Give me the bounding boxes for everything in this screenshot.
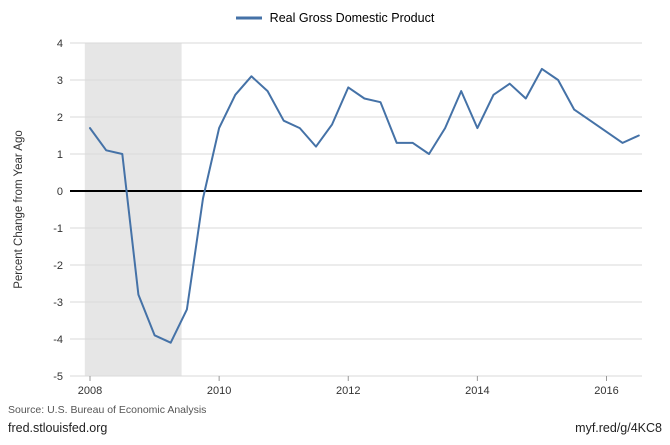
x-tick-label: 2014 — [465, 385, 489, 397]
y-tick-label: 2 — [57, 112, 63, 124]
y-tick-label: -2 — [53, 260, 63, 272]
y-axis-title: Percent Change from Year Ago — [13, 130, 25, 289]
y-tick-label: -1 — [53, 223, 63, 235]
legend: Real Gross Domestic Product — [0, 11, 670, 25]
y-tick-label: 1 — [57, 149, 63, 161]
x-tick-label: 2016 — [594, 385, 618, 397]
source-note: Source: U.S. Bureau of Economic Analysis — [8, 404, 207, 416]
x-tick-label: 2008 — [78, 385, 102, 397]
gdp-line — [89, 67, 640, 344]
y-tick-label: 0 — [57, 186, 63, 198]
y-tick-label: -5 — [53, 371, 63, 383]
legend-label: Real Gross Domestic Product — [269, 11, 435, 25]
recession-band — [84, 43, 182, 376]
x-tick-label: 2012 — [336, 385, 360, 397]
short-url-link[interactable]: myf.red/g/4KC8 — [575, 421, 662, 435]
y-tick-label: 3 — [57, 75, 63, 87]
y-tick-label: -4 — [53, 334, 63, 346]
y-tick-label: 4 — [57, 38, 63, 50]
y-tick-label: -3 — [53, 297, 63, 309]
legend-line-swatch — [235, 16, 262, 20]
x-tick-label: 2010 — [207, 385, 231, 397]
fred-site-link[interactable]: fred.stlouisfed.org — [8, 421, 108, 435]
